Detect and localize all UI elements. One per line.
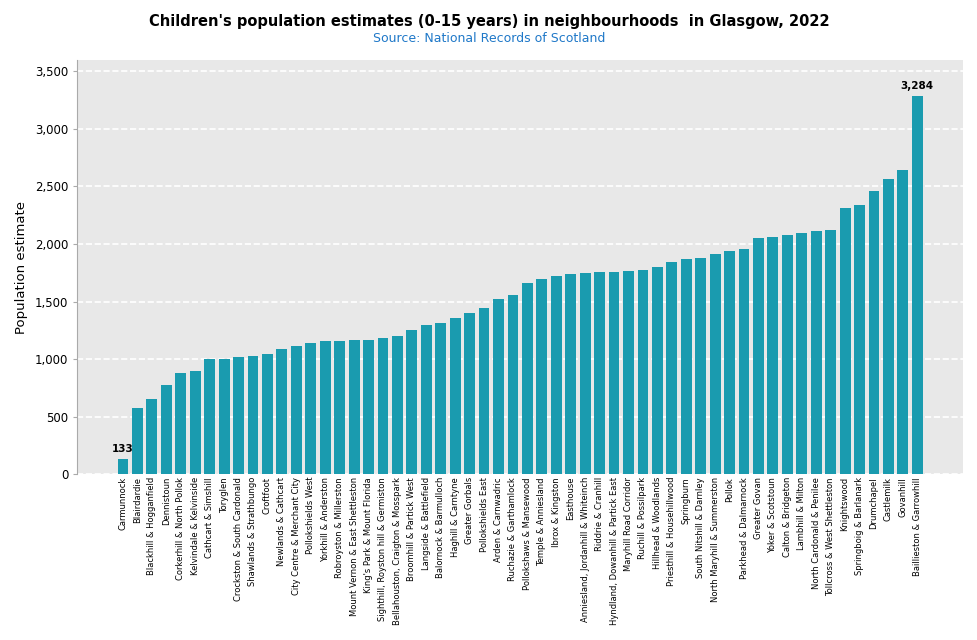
Bar [550, 276, 561, 474]
Bar [334, 340, 345, 474]
Bar [319, 341, 330, 474]
Bar [608, 271, 618, 474]
Bar [535, 278, 547, 474]
Bar [175, 373, 186, 474]
Bar [219, 358, 230, 474]
Bar [507, 295, 518, 474]
Bar [795, 233, 806, 474]
Text: 3,284: 3,284 [900, 81, 933, 91]
Bar [247, 356, 258, 474]
Text: Source: National Records of Scotland: Source: National Records of Scotland [372, 32, 605, 45]
Bar [290, 346, 302, 474]
Bar [492, 299, 503, 474]
Bar [420, 324, 431, 474]
Y-axis label: Population estimate: Population estimate [15, 200, 28, 333]
Bar [665, 262, 676, 474]
Bar [911, 96, 922, 474]
Bar [810, 231, 821, 474]
Bar [853, 205, 864, 474]
Bar [652, 267, 662, 474]
Bar [362, 340, 373, 474]
Bar [392, 336, 403, 474]
Bar [767, 237, 778, 474]
Bar [276, 349, 287, 474]
Bar [435, 323, 446, 474]
Bar [132, 408, 143, 474]
Text: 133: 133 [112, 444, 134, 454]
Bar [204, 359, 215, 474]
Bar [594, 272, 605, 474]
Bar [522, 283, 532, 474]
Bar [897, 170, 908, 474]
Bar [622, 271, 633, 474]
Bar [782, 235, 792, 474]
Bar [161, 385, 172, 474]
Bar [579, 273, 590, 474]
Bar [565, 274, 575, 474]
Bar [190, 371, 200, 474]
Bar [233, 357, 243, 474]
Bar [478, 308, 488, 474]
Bar [709, 254, 720, 474]
Bar [305, 343, 316, 474]
Bar [752, 237, 763, 474]
Bar [262, 354, 273, 474]
Bar [349, 340, 360, 474]
Bar [680, 259, 691, 474]
Bar [723, 252, 735, 474]
Bar [825, 230, 835, 474]
Bar [117, 459, 128, 474]
Bar [839, 208, 850, 474]
Bar [882, 179, 893, 474]
Text: Children's population estimates (0-15 years) in neighbourhoods  in Glasgow, 2022: Children's population estimates (0-15 ye… [149, 14, 828, 29]
Bar [868, 191, 878, 474]
Bar [377, 338, 388, 474]
Bar [449, 318, 460, 474]
Bar [695, 258, 705, 474]
Bar [738, 249, 748, 474]
Bar [464, 313, 475, 474]
Bar [147, 399, 157, 474]
Bar [406, 330, 417, 474]
Bar [637, 270, 648, 474]
